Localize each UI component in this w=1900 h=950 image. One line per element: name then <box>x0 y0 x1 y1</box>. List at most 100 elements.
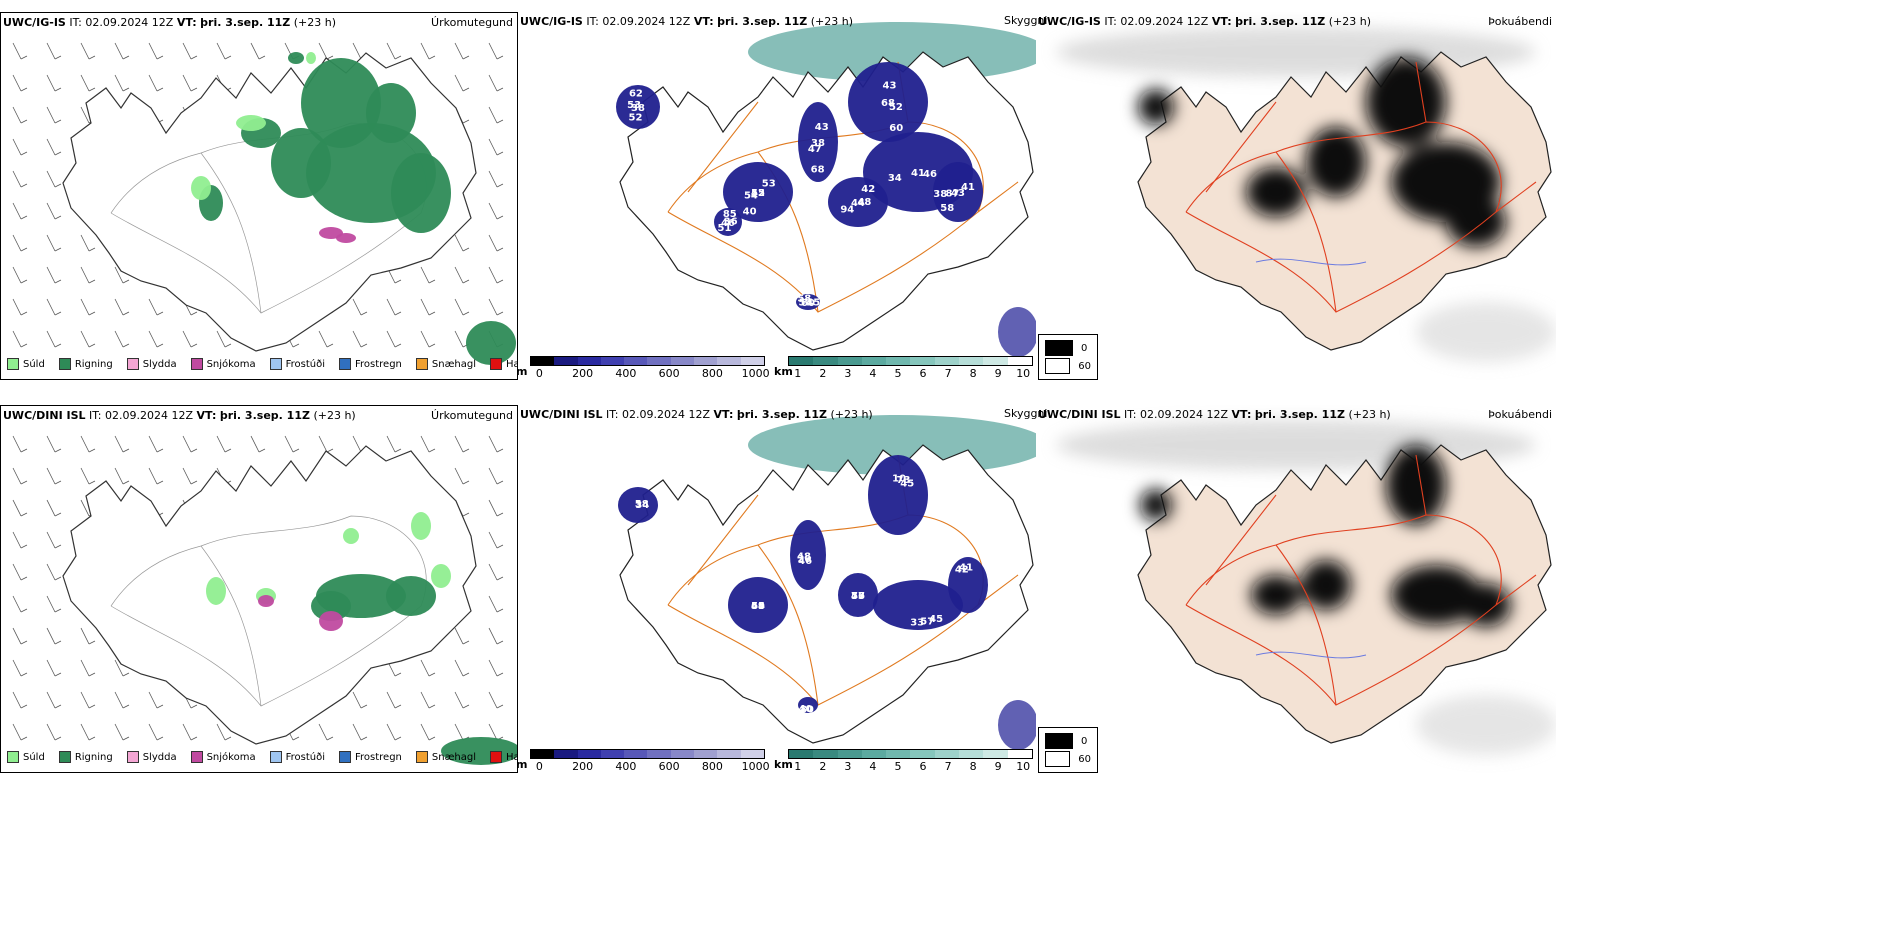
colorbar-segment <box>600 750 625 758</box>
visibility-value-label: 55 <box>751 188 765 199</box>
fog-panel-row1: UWC/IG-IS IT: 02.09.2024 12Z VT: þri. 3.… <box>1036 12 1556 380</box>
wind-barb <box>12 691 22 709</box>
wind-barb <box>114 723 124 741</box>
fog-legend-label: 60 <box>1078 360 1091 372</box>
colorbar-segment <box>910 750 935 758</box>
wind-barb <box>80 106 90 124</box>
legend-swatch <box>190 751 203 763</box>
rain-area <box>466 321 516 365</box>
drizzle-area <box>206 577 226 605</box>
panel-type-label: Skyggni <box>1004 407 1048 420</box>
wind-barb <box>12 330 22 348</box>
wind-barb <box>488 42 498 60</box>
colorbar-segment <box>959 750 984 758</box>
fog-dark-area <box>1246 167 1306 217</box>
wind-barb <box>386 435 396 453</box>
wind-barb-flag <box>428 672 436 677</box>
wind-barb <box>420 298 430 316</box>
roads <box>1185 61 1537 313</box>
visibility-value-label: 43 <box>883 81 897 92</box>
legend-label: Frostúði <box>285 358 325 370</box>
colorbar-segment <box>861 357 887 365</box>
wind-barb <box>148 298 158 316</box>
wind-barb <box>420 659 430 677</box>
wind-barb <box>46 202 56 220</box>
fog-legend-swatch <box>1045 751 1071 767</box>
river <box>1255 651 1367 659</box>
wind-barb <box>352 691 362 709</box>
legend-swatch <box>58 358 71 370</box>
wind-barb <box>488 170 498 188</box>
colorbar-segment <box>670 357 695 365</box>
colorbar-strip <box>530 749 765 759</box>
colorbar-tick-label: 200 <box>572 367 594 380</box>
wind-barb-flag <box>54 119 62 124</box>
wind-barb-flag <box>54 247 62 252</box>
fog-dark-area <box>1446 197 1506 247</box>
legend-item: Frostregn <box>339 358 402 370</box>
ring-road <box>667 514 984 706</box>
wind-barb-flag <box>54 279 62 284</box>
wind-barb-flag <box>462 512 470 517</box>
wind-barb-flag <box>20 151 28 156</box>
colorbar-segment <box>647 357 671 365</box>
visibility-value-label: 38 <box>933 189 947 200</box>
legend-label: Snæhagl <box>431 751 477 763</box>
wind-barb <box>454 298 464 316</box>
colorbar-segment <box>694 357 718 365</box>
visibility-value-label: 52 <box>889 102 903 113</box>
wind-barb-flag <box>20 448 28 453</box>
wind-barb-flag <box>54 183 62 188</box>
wind-barb-flag <box>190 704 198 709</box>
wind-barb <box>46 170 56 188</box>
wind-barb <box>488 723 498 741</box>
wind-barb-flag <box>224 343 232 348</box>
wind-barb <box>488 595 498 613</box>
wind-barb <box>352 298 362 316</box>
visibility-value-label: 76 <box>851 591 865 602</box>
low-visibility-area <box>798 697 818 713</box>
wind-barb-flag <box>496 311 504 316</box>
wind-barb-flag <box>20 119 28 124</box>
wind-barb-flag <box>394 672 402 677</box>
wind-barb <box>80 723 90 741</box>
colorbar-segment <box>983 357 1008 365</box>
legend-swatch <box>490 751 503 763</box>
fog-dark-area <box>1391 565 1481 625</box>
wind-barb <box>352 42 362 60</box>
coastline <box>619 444 1034 744</box>
legend-label: Frostúði <box>285 751 325 763</box>
colorbar-tick-label: 4 <box>869 367 877 380</box>
wind-barb-flag <box>428 311 436 316</box>
wind-barb <box>386 330 396 348</box>
wind-barb-flag <box>122 736 130 741</box>
iceland-land <box>1137 51 1552 351</box>
visibility-value-label: 51 <box>718 223 732 234</box>
panel-type-label: Úrkomutegund <box>431 16 513 29</box>
drizzle-area <box>306 52 316 64</box>
wind-barb <box>80 691 90 709</box>
wind-barb-flag <box>496 672 504 677</box>
wind-barb <box>250 42 260 60</box>
precip-panel-row1: UWC/IG-IS IT: 02.09.2024 12Z VT: þri. 3.… <box>0 12 518 380</box>
wind-barb <box>386 298 396 316</box>
legend-item: Haglél <box>490 358 517 370</box>
wind-barb-flag <box>20 279 28 284</box>
wind-barb-flag <box>20 343 28 348</box>
wind-barb-flag <box>54 55 62 60</box>
wind-barb <box>318 330 328 348</box>
colorbar-ticks: 0 200 400 600 800 1000 <box>530 759 770 773</box>
wind-barb <box>148 467 158 485</box>
wind-barb-flag <box>156 448 164 453</box>
wind-barb <box>12 563 22 581</box>
wind-barb <box>420 42 430 60</box>
wind-barb <box>420 723 430 741</box>
wind-barb <box>80 298 90 316</box>
visibility-value-label: 54 <box>744 191 758 202</box>
wind-barb-flag <box>462 480 470 485</box>
visibility-value-label: 34 <box>888 173 902 184</box>
wind-barb-flag <box>496 480 504 485</box>
wind-barb <box>182 467 192 485</box>
precip-legend: Súld Rigning Slydda Snjókoma Frostúði Frostre… <box>7 355 517 373</box>
iceland-land <box>62 445 477 745</box>
